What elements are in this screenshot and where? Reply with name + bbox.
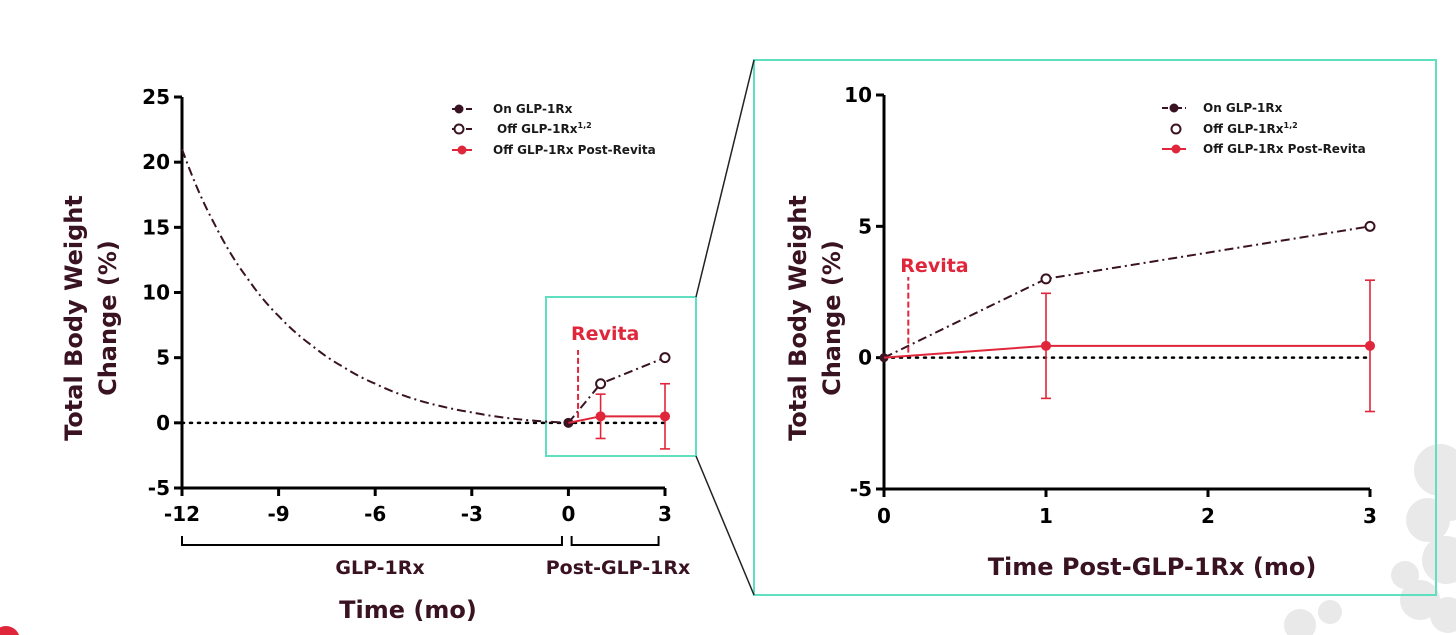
zoom-chart-legend: On GLP-1Rx Off GLP-1Rx1,2 Off GLP-1Rx Po…: [1162, 101, 1366, 156]
x-tick-label: 0: [561, 502, 575, 526]
x-tick-label: -9: [267, 502, 289, 526]
y-tick-label: -5: [148, 476, 170, 500]
legend-on-label: On GLP-1Rx: [1203, 101, 1283, 115]
x-axis-title: Time (mo): [339, 596, 477, 624]
decor-circle: [1391, 561, 1419, 589]
point-revita: [595, 411, 606, 422]
point-revita: [1365, 340, 1375, 351]
bracket-label: GLP-1Rx: [335, 557, 424, 579]
x-tick-label: 3: [1363, 504, 1377, 528]
zoom-connector-top: [695, 59, 755, 298]
series-line-revita: [883, 344, 1370, 359]
legend-on: On GLP-1Rx: [452, 102, 573, 116]
main-chart-legend: On GLP-1Rx Off GLP-1Rx1,2 Off GLP-1Rx Po…: [452, 102, 656, 157]
y-tick-label: 20: [142, 150, 170, 174]
zoom-panel-frame: [753, 59, 1437, 596]
series-line-on: [181, 148, 569, 424]
time-bracket: [570, 536, 660, 546]
x-tick-label: 0: [877, 504, 891, 528]
x-axis-title: Time Post-GLP-1Rx (mo): [988, 553, 1317, 581]
zoom-connector-bottom: [695, 455, 755, 596]
y-tick-label: -5: [850, 477, 872, 501]
legend-off-label: Off GLP-1Rx1,2: [497, 121, 592, 136]
series-line-off: [883, 225, 1371, 359]
y-tick-label: 5: [156, 346, 170, 370]
point-off: [659, 352, 671, 364]
background-circles-decoration: [0, 444, 1456, 635]
main-chart: -5 0 5 10 15 20 25 -12 -9 -6 -3 0 3 Total Body Weight…: [60, 85, 690, 624]
x-tick-label: -12: [164, 502, 200, 526]
y-tick-label: 25: [142, 85, 170, 109]
bracket-label: Post-GLP-1Rx: [546, 557, 691, 579]
zoom-highlight-box: [545, 296, 697, 457]
y-tick-label: 10: [142, 281, 170, 305]
legend-revita: Off GLP-1Rx Post-Revita: [452, 143, 656, 157]
point-off: [1040, 273, 1052, 285]
point-off: [1364, 220, 1376, 232]
x-tick-label: -6: [364, 502, 386, 526]
decor-circle: [1430, 597, 1456, 633]
decor-circle: [1400, 580, 1440, 620]
y-tick-label: 15: [142, 215, 170, 239]
y-axis-title: Total Body Weight: [60, 195, 88, 441]
legend-revita: Off GLP-1Rx Post-Revita: [1162, 142, 1366, 156]
time-bracket: [181, 536, 563, 546]
revita-annotation: Revita: [900, 255, 968, 277]
x-tick-label: 3: [658, 502, 672, 526]
revita-annotation: Revita: [571, 323, 639, 345]
x-tick-label: 1: [1039, 504, 1053, 528]
decor-circle: [1284, 609, 1316, 635]
legend-off-label: Off GLP-1Rx1,2: [1203, 121, 1298, 136]
decor-red-dot: [0, 626, 20, 635]
point-revita: [660, 411, 670, 422]
decor-circle: [1422, 536, 1456, 584]
legend-on-label: On GLP-1Rx: [493, 102, 573, 116]
point-off: [595, 378, 607, 390]
legend-on: On GLP-1Rx: [1162, 101, 1283, 115]
legend-off: Off GLP-1Rx1,2: [1170, 121, 1298, 136]
y-tick-label: 0: [858, 346, 872, 370]
decor-circle: [1434, 489, 1456, 521]
y-axis-title-line2: Change (%): [94, 240, 122, 396]
y-tick-label: 0: [156, 411, 170, 435]
decor-circle: [1318, 600, 1342, 624]
y-axis-title-line2: Change (%): [818, 240, 846, 396]
y-tick-label: 10: [844, 83, 872, 107]
series-line-off: [567, 356, 666, 424]
point-revita: [1041, 340, 1051, 351]
x-tick-label: -3: [461, 502, 483, 526]
y-axis-title: Total Body Weight: [784, 195, 812, 441]
legend-off: Off GLP-1Rx1,2: [452, 121, 592, 136]
legend-revita-label: Off GLP-1Rx Post-Revita: [1203, 142, 1366, 156]
y-tick-label: 5: [858, 214, 872, 238]
legend-revita-label: Off GLP-1Rx Post-Revita: [493, 143, 656, 157]
x-tick-label: 2: [1201, 504, 1215, 528]
